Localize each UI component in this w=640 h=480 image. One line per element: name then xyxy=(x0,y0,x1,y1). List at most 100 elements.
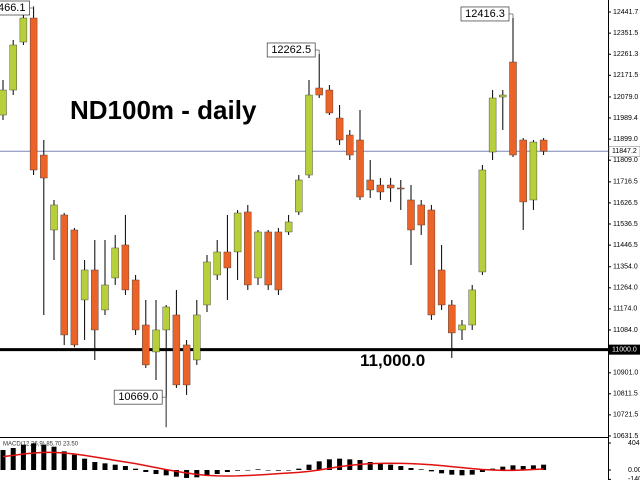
histogram-bar xyxy=(133,468,139,470)
candle-body xyxy=(417,204,425,226)
candle-body xyxy=(478,169,487,273)
histogram-bar xyxy=(337,458,343,470)
candle-body xyxy=(539,139,548,152)
candle-body xyxy=(356,139,364,198)
candle-body xyxy=(121,244,130,291)
y-tick-label: 11536.5 xyxy=(613,221,638,228)
y-tick-label: 10811.5 xyxy=(613,391,638,398)
candle-body xyxy=(9,44,17,91)
histogram-bar xyxy=(367,462,373,470)
candle-body xyxy=(386,184,395,189)
y-tick-label: 12441.7 xyxy=(613,9,638,16)
histogram-bar xyxy=(255,469,261,470)
histogram-bar xyxy=(235,470,241,471)
y-tick-label: 11989.4 xyxy=(613,115,638,122)
candle-body xyxy=(397,187,405,190)
candle-body xyxy=(488,97,497,153)
candle-body xyxy=(152,329,160,353)
indicator-label: MACD(12,26,9) 85.70 23.50 xyxy=(3,442,79,448)
histogram-bar xyxy=(449,470,455,475)
y-tick-label: 12171.5 xyxy=(613,72,638,79)
histogram-bar xyxy=(306,464,312,470)
histogram-bar xyxy=(316,461,322,470)
annotation-label: 12466.1 xyxy=(0,2,25,14)
histogram-bar xyxy=(296,468,302,470)
y-tick-label: 11716.5 xyxy=(613,179,638,186)
histogram-bar xyxy=(143,470,149,472)
histogram-bar xyxy=(530,465,536,470)
candle-body xyxy=(346,134,354,156)
histogram-bar xyxy=(61,451,67,470)
histogram-bar xyxy=(71,454,77,470)
y-tick-label: 11809.0 xyxy=(613,157,638,164)
candle-body xyxy=(519,139,527,203)
y-tick-label: 10721.5 xyxy=(613,412,638,419)
y-tick-label: -140.7 xyxy=(628,476,640,480)
candle-body xyxy=(366,179,374,191)
candle-body xyxy=(111,247,119,279)
candle-body xyxy=(315,87,323,96)
histogram-bar xyxy=(41,444,47,470)
histogram-bar xyxy=(163,470,169,476)
signal-line xyxy=(2,451,544,477)
candle-body xyxy=(376,184,385,193)
candle-body xyxy=(499,94,507,98)
candle-body xyxy=(182,344,191,386)
candle-body xyxy=(509,61,517,156)
candle-body xyxy=(437,269,446,306)
candle-body xyxy=(131,279,140,331)
candle-body xyxy=(427,209,436,316)
candle-body xyxy=(274,231,283,291)
histogram-bar xyxy=(510,465,516,470)
support-label: 11,000.0 xyxy=(360,351,425,370)
histogram-bar xyxy=(112,464,118,470)
annotation-label: 12262.5 xyxy=(271,44,311,56)
y-tick-label: 11174.0 xyxy=(613,306,637,313)
candle-body xyxy=(254,231,262,279)
y-tick-label: 404.61 xyxy=(628,440,640,447)
histogram-bar xyxy=(541,464,547,470)
histogram-bar xyxy=(520,466,526,470)
candle-body xyxy=(101,284,109,311)
y-tick-label: 11264.0 xyxy=(613,285,638,292)
candle-body xyxy=(19,17,28,43)
candle-body xyxy=(162,306,170,331)
candle-body xyxy=(335,117,344,141)
candle-body xyxy=(142,324,150,366)
histogram-bar xyxy=(439,470,445,474)
histogram-bar xyxy=(122,466,128,470)
y-tick-label: 11354.0 xyxy=(613,264,638,271)
candle-body xyxy=(264,231,272,286)
histogram-bar xyxy=(224,470,230,472)
candle-body xyxy=(50,204,58,231)
candle-body xyxy=(213,251,221,276)
candle-body xyxy=(529,141,538,201)
histogram-bar xyxy=(153,470,159,474)
candle-body xyxy=(60,214,68,336)
y-tick-label: 10631.5 xyxy=(613,433,638,440)
support-axis-box xyxy=(609,344,640,355)
y-tick-label: 0.00 xyxy=(628,467,640,474)
histogram-bar xyxy=(500,466,506,470)
histogram-bar xyxy=(469,470,475,475)
price-axis-box xyxy=(608,145,640,157)
histogram-bar xyxy=(428,470,434,472)
candle-body xyxy=(458,324,466,331)
candle-body xyxy=(325,89,334,114)
histogram-bar xyxy=(92,462,98,470)
candle-body xyxy=(40,154,48,179)
annotation-box xyxy=(0,0,30,16)
candle-body xyxy=(172,314,181,386)
candle-body xyxy=(193,314,201,361)
histogram-bar xyxy=(459,470,465,476)
histogram-bar xyxy=(31,443,37,470)
candle-body xyxy=(448,304,456,334)
candle-body xyxy=(29,17,38,171)
y-tick-label: 11084.0 xyxy=(613,327,638,334)
candle-body xyxy=(0,89,7,116)
y-tick-label: 11626.5 xyxy=(613,200,638,207)
candle-body xyxy=(203,261,211,306)
histogram-bar xyxy=(275,470,281,471)
histogram-bar xyxy=(245,470,251,471)
histogram-bar xyxy=(184,470,190,478)
